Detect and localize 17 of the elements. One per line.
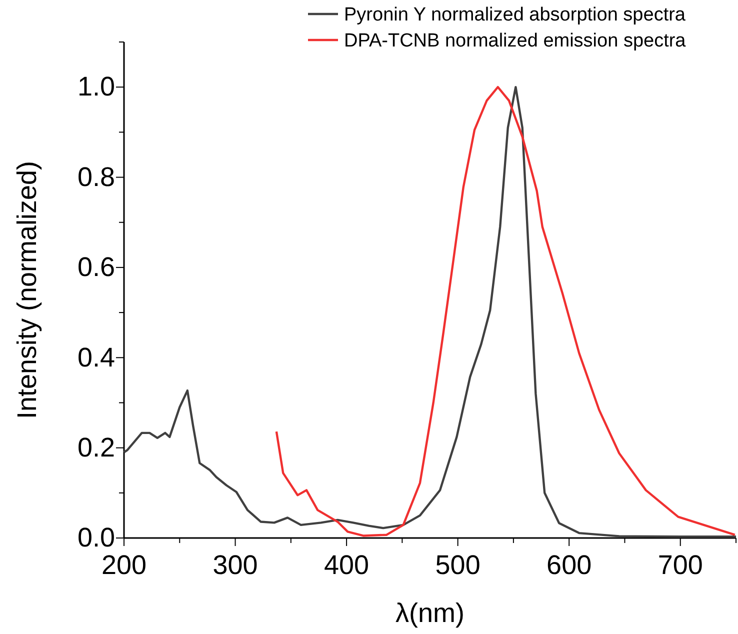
y-tick-label: 0.4 xyxy=(77,342,115,372)
y-tick-label: 0.2 xyxy=(77,432,115,462)
x-tick-label: 500 xyxy=(435,550,480,580)
x-tick-label: 700 xyxy=(658,550,703,580)
x-tick-label: 600 xyxy=(546,550,592,580)
x-axis-title: λ(nm) xyxy=(396,598,464,628)
y-tick-label: 0.6 xyxy=(77,252,115,282)
y-axis-title: Intensity (normalized) xyxy=(12,160,42,420)
x-tick-label: 200 xyxy=(101,550,147,580)
line-series xyxy=(275,86,736,537)
x-tick-label: 400 xyxy=(324,550,370,580)
legend-label: Pyronin Y normalized absorption spectra xyxy=(344,4,686,26)
legend-label: DPA-TCNB normalized emission spectra xyxy=(344,30,686,52)
y-tick-label: 1.0 xyxy=(77,72,115,102)
x-tick-label: 300 xyxy=(212,550,258,580)
y-tick-label: 0.0 xyxy=(77,522,115,553)
y-tick-label: 0.8 xyxy=(77,162,115,192)
